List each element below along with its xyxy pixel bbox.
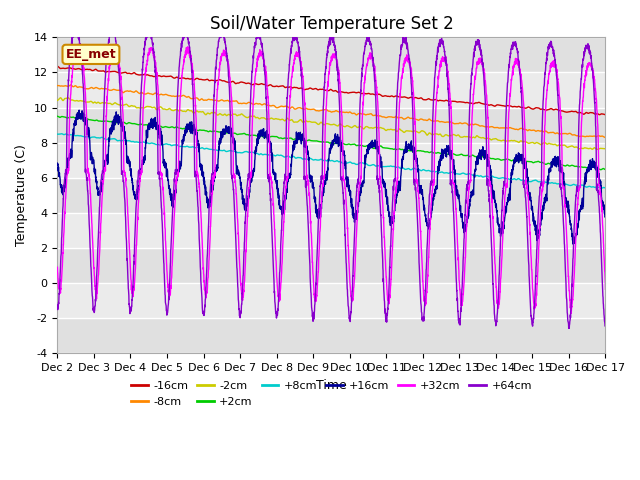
Bar [58, 248, 605, 283]
Bar [58, 213, 605, 248]
X-axis label: Time: Time [316, 379, 347, 392]
Text: EE_met: EE_met [66, 48, 116, 61]
Y-axis label: Temperature (C): Temperature (C) [15, 144, 28, 246]
Bar [58, 37, 605, 72]
Bar [58, 318, 605, 353]
Bar [58, 143, 605, 178]
Title: Soil/Water Temperature Set 2: Soil/Water Temperature Set 2 [209, 15, 453, 33]
Bar [58, 178, 605, 213]
Bar [58, 108, 605, 143]
Bar [58, 72, 605, 108]
Bar [58, 283, 605, 318]
Legend: -16cm, -8cm, -2cm, +2cm, +8cm, +16cm, +32cm, +64cm: -16cm, -8cm, -2cm, +2cm, +8cm, +16cm, +3… [126, 377, 536, 411]
